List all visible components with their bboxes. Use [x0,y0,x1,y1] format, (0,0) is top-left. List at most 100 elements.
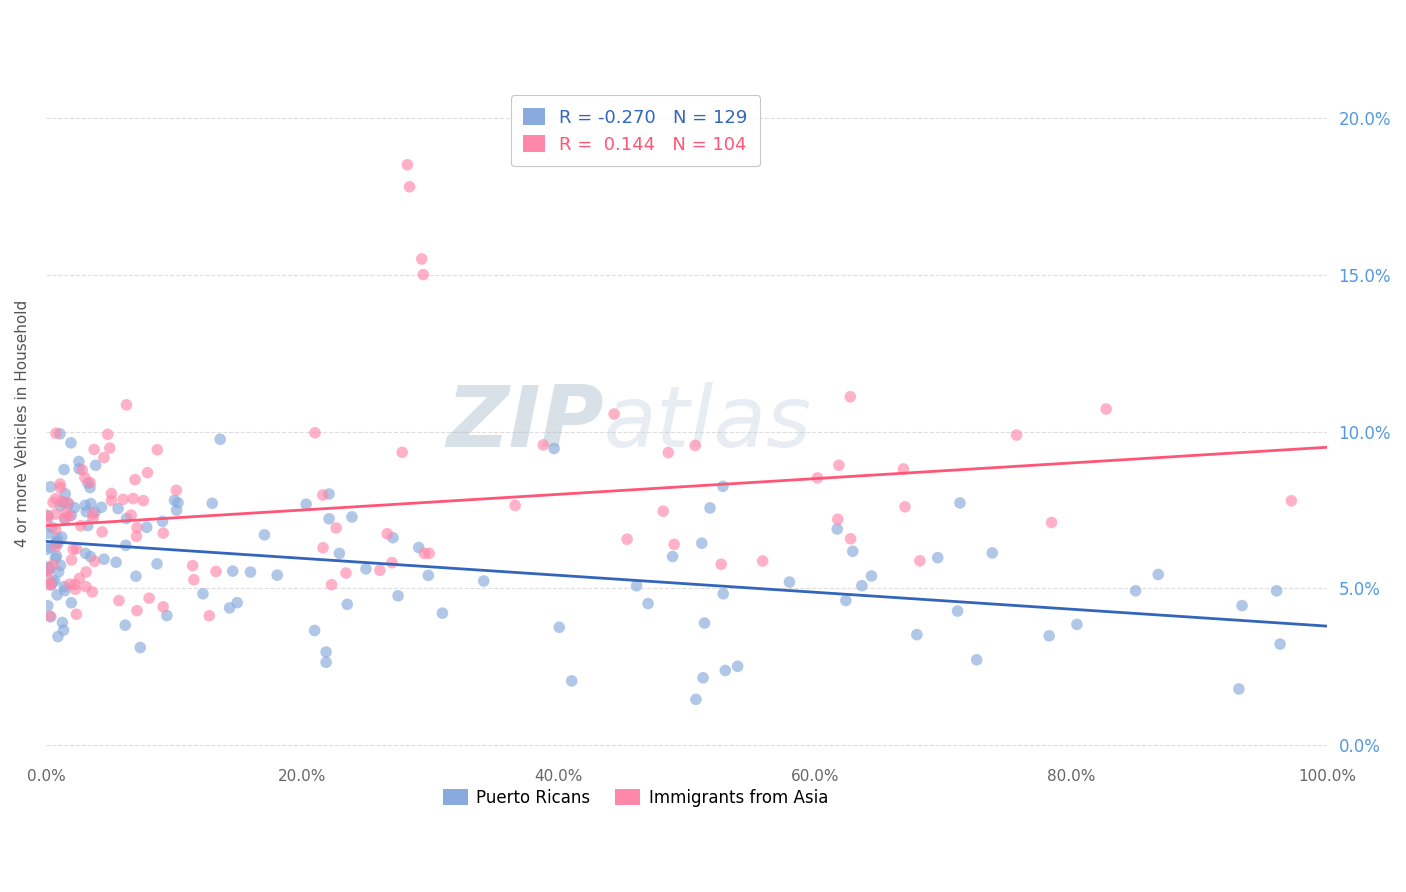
Point [39,578,62,592]
Point [543,442,565,456]
Point [37,563,59,577]
Point [49,481,72,495]
Point [166,503,188,517]
Point [806,471,828,485]
Point [1095,402,1118,417]
Point [778,575,800,590]
Point [1268,637,1291,651]
Point [75,546,97,560]
Point [108,593,131,607]
Point [710,558,733,572]
Point [418,546,440,560]
Point [35,508,58,522]
Point [69,571,91,585]
Point [45,426,67,441]
Point [396,158,419,172]
Point [58,497,80,511]
Point [44,507,66,521]
Point [603,407,626,421]
Point [46,588,69,602]
Point [72,463,94,477]
Point [44,551,66,566]
Point [315,655,337,669]
Point [315,645,337,659]
Point [1279,493,1302,508]
Point [662,537,685,551]
Point [38,609,60,624]
Point [79,481,101,495]
Point [125,521,148,535]
Point [125,569,148,583]
Point [125,529,148,543]
Point [67,454,90,468]
Point [75,565,97,579]
Point [83,554,105,568]
Point [84,505,107,519]
Point [53,511,76,525]
Point [1265,583,1288,598]
Point [312,488,335,502]
Point [1227,681,1250,696]
Point [398,179,420,194]
Point [827,512,849,526]
Point [152,599,174,614]
Point [652,504,675,518]
Point [115,511,138,525]
Point [84,458,107,473]
Point [46,531,69,545]
Point [39,480,62,494]
Point [62,542,84,557]
Point [122,491,145,506]
Point [692,671,714,685]
Point [63,577,86,591]
Point [368,563,391,577]
Point [839,390,862,404]
Point [82,585,104,599]
Point [382,531,405,545]
Point [561,673,583,688]
Point [328,546,350,560]
Point [65,582,87,597]
Point [41,520,63,534]
Point [42,495,65,509]
Point [45,536,67,550]
Point [38,562,60,576]
Point [37,542,59,557]
Point [46,536,69,550]
Point [167,496,190,510]
Point [325,521,347,535]
Point [75,580,97,594]
Point [48,565,70,579]
Point [411,252,433,266]
Point [136,466,159,480]
Point [53,512,76,526]
Y-axis label: 4 or more Vehicles in Household: 4 or more Vehicles in Household [15,300,30,548]
Point [93,552,115,566]
Point [49,558,72,573]
Point [266,568,288,582]
Point [375,526,398,541]
Point [45,549,67,563]
Point [152,526,174,541]
Point [105,555,128,569]
Point [946,604,969,618]
Text: atlas: atlas [603,382,811,466]
Point [55,506,77,520]
Point [37,570,59,584]
Point [53,583,76,598]
Point [304,425,326,440]
Point [60,596,83,610]
Point [45,491,67,506]
Point [97,427,120,442]
Point [198,608,221,623]
Point [146,442,169,457]
Point [42,558,65,572]
Point [37,526,59,541]
Point [45,534,67,549]
Point [413,546,436,560]
Point [1125,583,1147,598]
Point [129,640,152,655]
Point [75,499,97,513]
Point [336,598,359,612]
Point [163,493,186,508]
